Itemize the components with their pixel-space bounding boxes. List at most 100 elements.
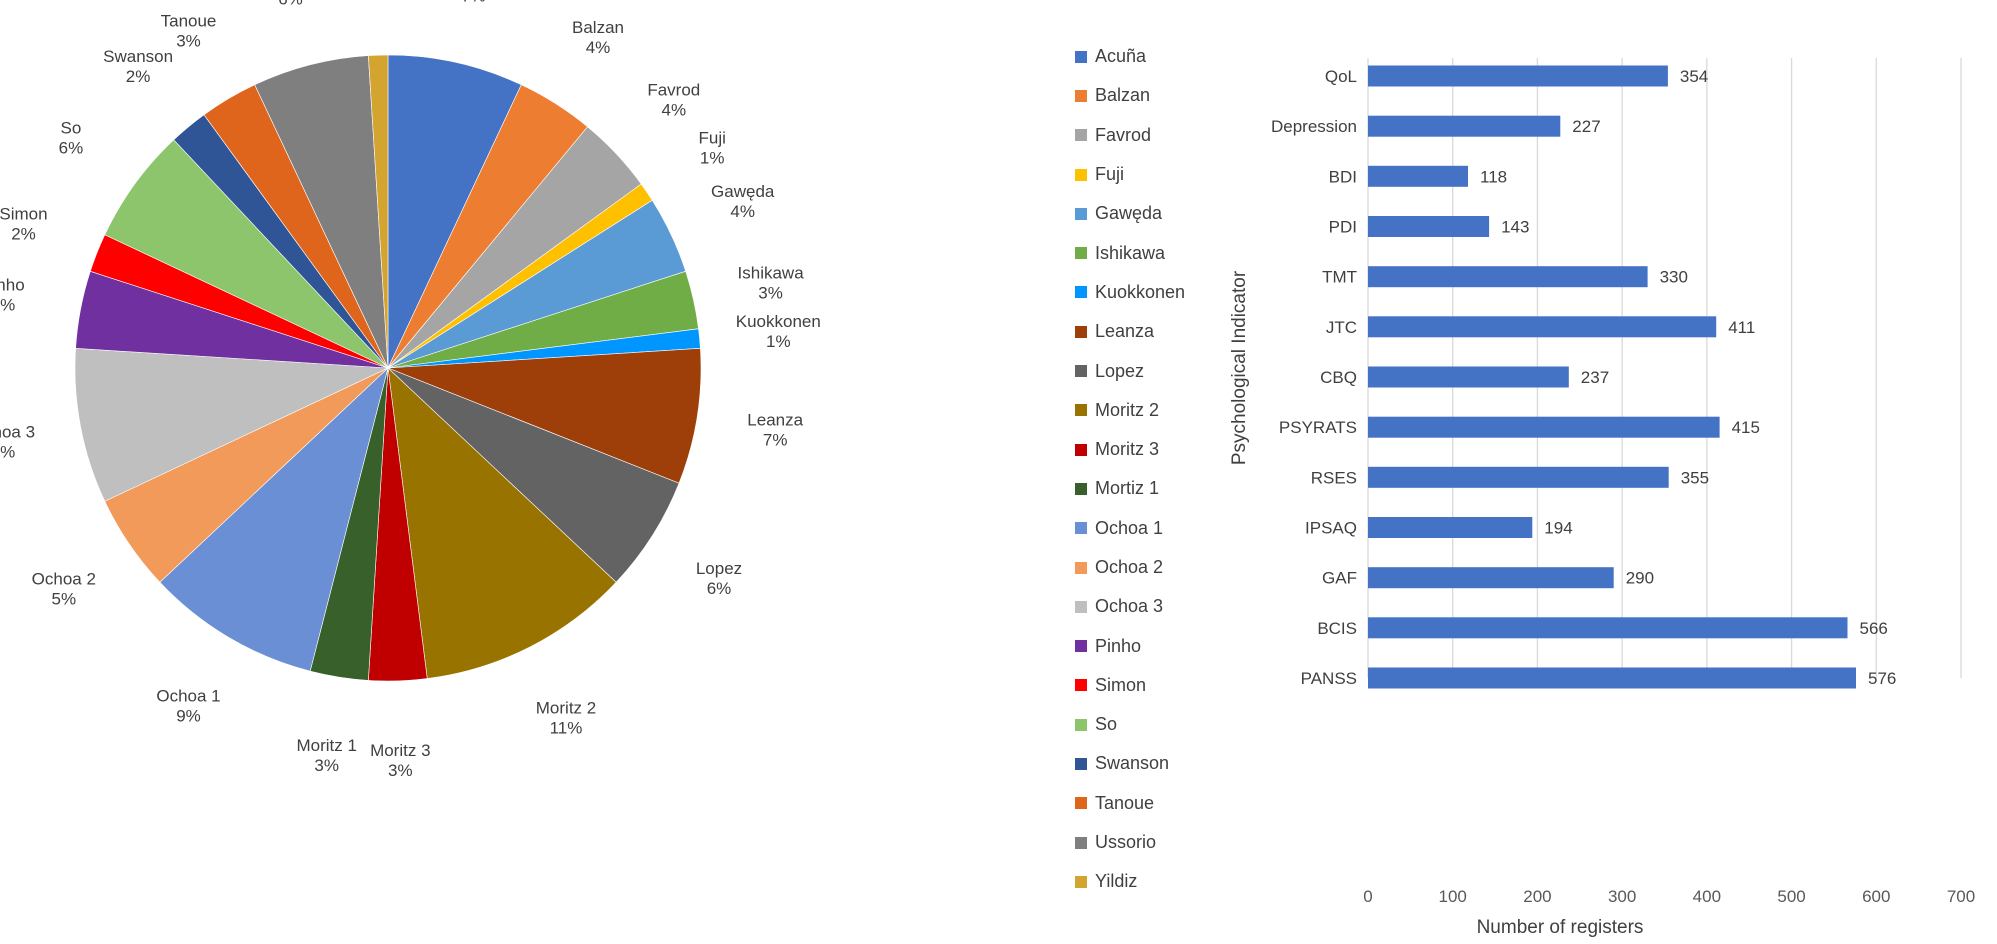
legend-swatch bbox=[1075, 129, 1087, 142]
legend-label: Lopez bbox=[1095, 360, 1145, 381]
legend-item: Simon bbox=[1075, 666, 1225, 705]
bar bbox=[1368, 416, 1720, 438]
pie-slice bbox=[387, 54, 522, 369]
legend-swatch bbox=[1075, 836, 1087, 849]
y-category-label: PDI bbox=[1329, 218, 1357, 237]
legend-label: Gawęda bbox=[1095, 203, 1163, 224]
pie-legend: Acuña Balzan Favrod Fuji Gawęda Ishikawa Kuokk… bbox=[1075, 37, 1225, 902]
pie-slice-label: Tanoue 3% bbox=[161, 12, 217, 51]
pie-slice-label: Moritz 2 11% bbox=[536, 698, 596, 737]
legend-label: Tanoue bbox=[1095, 792, 1155, 813]
legend-item: Ussorio bbox=[1075, 823, 1225, 862]
legend-swatch bbox=[1075, 797, 1087, 810]
legend-label: Favrod bbox=[1095, 124, 1152, 145]
legend-swatch bbox=[1075, 365, 1087, 378]
legend-item: Ochoa 3 bbox=[1075, 587, 1225, 626]
legend-item: Lopez bbox=[1075, 351, 1225, 390]
legend-swatch bbox=[1075, 679, 1087, 692]
x-axis-title: Number of registers bbox=[1477, 917, 1644, 938]
legend-label: Kuokkonen bbox=[1095, 281, 1186, 302]
legend-item: Balzan bbox=[1075, 76, 1225, 115]
pie-slice-label: Gawęda 4% bbox=[711, 182, 775, 221]
bar-data-label: 566 bbox=[1860, 619, 1888, 638]
legend-item: Favrod bbox=[1075, 116, 1225, 155]
pie-slice bbox=[254, 55, 389, 369]
bar-data-label: 415 bbox=[1732, 418, 1760, 437]
bar-data-label: 290 bbox=[1626, 569, 1654, 588]
bar-data-label: 330 bbox=[1660, 268, 1688, 287]
bar-data-label: 143 bbox=[1501, 218, 1529, 237]
pie-slice bbox=[74, 348, 389, 502]
legend-item: Swanson bbox=[1075, 744, 1225, 783]
pie-slice-label: Kuokkonen 1% bbox=[736, 312, 821, 351]
pie-slice-label: Simon 2% bbox=[0, 205, 48, 244]
pie-slice-label: Favrod 4% bbox=[647, 81, 700, 120]
legend-swatch bbox=[1075, 640, 1087, 653]
x-tick-label: 400 bbox=[1693, 887, 1721, 906]
pie-slice bbox=[387, 367, 680, 583]
y-category-label: Depression bbox=[1271, 117, 1357, 136]
legend-item: Ochoa 1 bbox=[1075, 509, 1225, 548]
legend-item: Ochoa 2 bbox=[1075, 548, 1225, 587]
legend-swatch bbox=[1075, 286, 1087, 299]
pie-slice-label: Ochoa 2 5% bbox=[32, 569, 96, 608]
pie-slice-label: Acuña7% bbox=[449, 0, 498, 5]
x-tick-label: 100 bbox=[1439, 887, 1467, 906]
bar-bars: 354 227 118 143 330 411 237 415 355 194 290 566 576 bbox=[1368, 65, 1896, 689]
legend-swatch bbox=[1075, 168, 1087, 181]
bar-data-label: 355 bbox=[1681, 468, 1709, 487]
bar bbox=[1368, 667, 1856, 689]
bar bbox=[1368, 567, 1614, 589]
pie-slice-label: Leanza 7% bbox=[747, 410, 803, 449]
bar bbox=[1368, 617, 1848, 639]
legend-label: Yildiz bbox=[1095, 871, 1138, 892]
pie-slice-label: Lopez 6% bbox=[696, 559, 742, 598]
bar bbox=[1368, 65, 1668, 87]
y-category-label: PANSS bbox=[1301, 669, 1357, 688]
bar-data-label: 354 bbox=[1680, 67, 1708, 86]
legend-label: Pinho bbox=[1095, 635, 1142, 656]
legend-item: Acuña bbox=[1075, 37, 1225, 76]
y-category-label: CBQ bbox=[1320, 368, 1357, 387]
bar-x-tick-labels: 0 100 200 300 400 500 600 700 bbox=[1363, 887, 1975, 906]
y-category-label: JTC bbox=[1326, 318, 1357, 337]
y-category-label: RSES bbox=[1311, 468, 1357, 487]
pie-slice bbox=[368, 54, 389, 369]
legend-item: Kuokkonen bbox=[1075, 273, 1225, 312]
legend-label: Ishikawa bbox=[1095, 242, 1166, 263]
pie-slice-label: Ishikawa 3% bbox=[738, 264, 805, 303]
legend-label: Mortiz 1 bbox=[1095, 478, 1160, 499]
legend-swatch bbox=[1075, 404, 1087, 417]
pie-slice-label: So 6% bbox=[59, 119, 84, 158]
legend-label: Moritz 2 bbox=[1095, 399, 1160, 420]
bar bbox=[1368, 165, 1468, 187]
bar-data-label: 237 bbox=[1581, 368, 1609, 387]
legend-label: Ochoa 1 bbox=[1095, 517, 1164, 538]
legend-swatch bbox=[1075, 89, 1087, 102]
legend-swatch bbox=[1075, 443, 1087, 456]
pie-slice-label: Ochoa 1 9% bbox=[156, 686, 220, 725]
x-tick-label: 500 bbox=[1777, 887, 1805, 906]
y-category-label: PSYRATS bbox=[1279, 418, 1357, 437]
legend-item: Leanza bbox=[1075, 312, 1225, 351]
pie-slice-label: Moritz 3 3% bbox=[370, 741, 430, 780]
y-category-label: TMT bbox=[1322, 268, 1357, 287]
legend-label: Acuña bbox=[1095, 46, 1147, 67]
legend-label: Ochoa 3 bbox=[1095, 596, 1164, 617]
x-tick-label: 300 bbox=[1608, 887, 1636, 906]
legend-item: Yildiz bbox=[1075, 862, 1225, 901]
x-tick-label: 600 bbox=[1862, 887, 1890, 906]
x-tick-label: 0 bbox=[1363, 887, 1372, 906]
bar bbox=[1368, 517, 1533, 538]
legend-item: Moritz 2 bbox=[1075, 391, 1225, 430]
pie-slice-label: Ochoa 38% bbox=[0, 423, 35, 462]
legend-label: Ussorio bbox=[1095, 832, 1157, 853]
x-tick-label: 700 bbox=[1947, 887, 1975, 906]
pie-slice-label: Balzan 4% bbox=[572, 18, 624, 57]
bar bbox=[1368, 216, 1490, 237]
legend-swatch bbox=[1075, 757, 1087, 770]
legend-swatch bbox=[1075, 207, 1087, 220]
legend-item: Fuji bbox=[1075, 155, 1225, 194]
y-axis-title: Psychological Indicator bbox=[1229, 270, 1250, 465]
